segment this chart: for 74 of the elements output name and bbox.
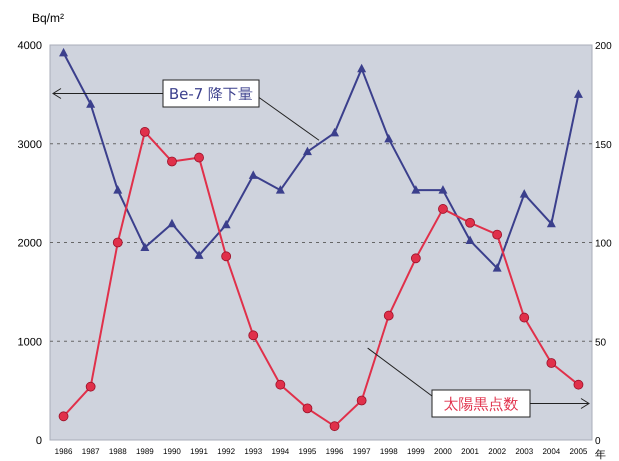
x-axis-title: 年: [595, 448, 606, 461]
x-tick-label: 1989: [136, 447, 154, 456]
x-tick-label: 1994: [271, 447, 290, 456]
x-tick-label: 1993: [244, 447, 263, 456]
point: [492, 230, 502, 240]
point: [411, 185, 420, 194]
point: [140, 127, 150, 137]
y-tick-label: 4000: [18, 40, 42, 52]
point: [59, 48, 68, 56]
x-tick-label: 2002: [488, 447, 507, 456]
point: [519, 312, 530, 322]
point: [574, 380, 584, 390]
point: [140, 242, 150, 251]
x-tick-label: 1996: [326, 447, 344, 456]
point: [86, 382, 96, 392]
point: [384, 134, 394, 142]
x-tick-label: 1991: [190, 447, 208, 456]
point: [384, 310, 394, 320]
point: [546, 218, 556, 228]
x-tick-label: 1997: [352, 447, 372, 456]
point: [194, 152, 204, 162]
y-tick-label: 1000: [18, 336, 42, 348]
point: [356, 396, 367, 406]
x-tick-label: 1992: [217, 447, 236, 456]
point: [546, 358, 556, 368]
point: [248, 170, 258, 179]
point: [492, 263, 502, 272]
point: [357, 64, 366, 72]
point: [167, 218, 176, 228]
y2-tick-label: 100: [595, 238, 612, 250]
y2-tick-label: 50: [595, 337, 607, 348]
point: [330, 421, 340, 432]
x-tick-label: 2004: [542, 447, 561, 456]
point: [58, 411, 68, 422]
x-tick-label: 2003: [515, 447, 534, 456]
point: [275, 380, 286, 390]
point: [194, 250, 204, 259]
x-tick-label: 1995: [298, 447, 317, 456]
point: [112, 238, 123, 248]
y2-tick-label: 0: [595, 436, 601, 447]
x-tick-label: 2000: [434, 447, 452, 456]
y2-tick-label: 200: [595, 41, 612, 52]
point: [113, 185, 122, 194]
x-tick-label: 2005: [570, 447, 588, 456]
point: [438, 204, 448, 214]
point: [222, 220, 231, 228]
point: [86, 99, 96, 108]
x-tick-label: 1990: [163, 447, 182, 456]
x-tick-label: 1999: [406, 447, 426, 456]
point: [466, 236, 475, 244]
x-tick-label: 1998: [380, 447, 398, 456]
text: Be-7 降下量: [168, 85, 254, 103]
point: [438, 185, 448, 194]
y-tick-label: 3000: [18, 138, 42, 151]
text: 太陽黒点数: [444, 395, 518, 413]
point: [465, 218, 475, 228]
point: [167, 156, 177, 166]
point: [410, 253, 421, 264]
y-tick-label: 0: [36, 435, 42, 447]
x-tick-label: 1987: [82, 447, 100, 456]
y-tick-label: 2000: [18, 238, 42, 250]
point: [302, 146, 312, 156]
point: [302, 404, 312, 414]
point: [276, 185, 285, 194]
x-tick-label: 2001: [461, 447, 480, 456]
point: [574, 89, 583, 98]
x-tick-label: 1988: [108, 447, 128, 456]
y2-tick-label: 150: [595, 140, 612, 151]
point: [330, 128, 340, 136]
point: [221, 251, 232, 262]
y-axis-title: Bq/m²: [32, 11, 64, 25]
point: [520, 189, 529, 198]
point: [248, 330, 258, 340]
x-tick-label: 1986: [54, 447, 73, 456]
